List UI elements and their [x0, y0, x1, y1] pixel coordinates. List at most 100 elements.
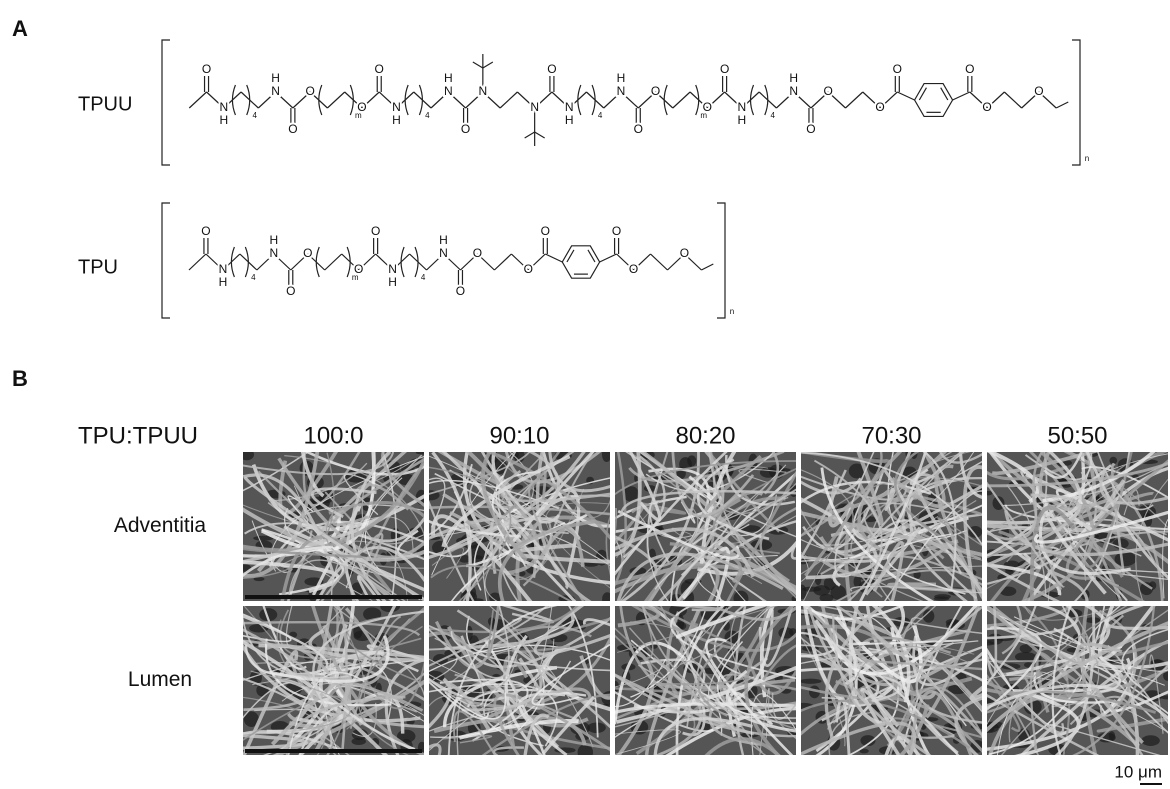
bond	[361, 91, 380, 109]
paren	[244, 246, 249, 278]
pore	[458, 554, 471, 563]
bond	[275, 91, 294, 109]
benzene	[913, 82, 954, 118]
fiber	[680, 523, 729, 577]
bond	[206, 91, 225, 109]
bond	[827, 91, 846, 109]
fiber	[834, 484, 982, 554]
fiber	[801, 475, 908, 501]
fiber	[429, 452, 531, 495]
fiber	[635, 606, 771, 755]
atom-label: O	[357, 100, 366, 114]
column-label: 100:0	[303, 422, 363, 449]
fiber	[250, 670, 351, 731]
fiber	[462, 527, 513, 601]
atom-label: H	[738, 113, 747, 127]
fiber	[328, 501, 424, 519]
fiber	[1162, 518, 1168, 599]
sem-image	[801, 606, 982, 755]
column-header: TPU:TPUU	[78, 422, 198, 449]
bond	[650, 253, 668, 271]
bond	[534, 91, 553, 109]
pore	[992, 496, 1005, 511]
fiber	[759, 507, 796, 582]
fiber	[989, 503, 1163, 578]
pore	[934, 594, 951, 599]
fiber	[937, 517, 982, 547]
bond	[667, 253, 685, 271]
structure-name: TPUU	[78, 93, 132, 115]
fiber	[860, 687, 901, 755]
bond	[655, 91, 674, 109]
fiber	[804, 503, 855, 577]
fiber	[713, 468, 796, 555]
fiber	[429, 743, 442, 755]
fiber	[646, 470, 669, 601]
fiber	[243, 614, 349, 679]
fiber	[497, 519, 595, 601]
bond	[358, 253, 377, 271]
fiber	[969, 685, 982, 701]
fiber	[429, 680, 490, 720]
bond	[776, 91, 795, 109]
bond	[897, 91, 915, 101]
pore	[999, 586, 1017, 597]
pore	[1019, 644, 1033, 653]
bond	[793, 91, 812, 109]
fiber	[630, 621, 690, 690]
fiber	[616, 552, 784, 601]
fiber	[631, 606, 796, 652]
bond	[292, 91, 311, 109]
bond	[205, 253, 224, 271]
fiber	[243, 613, 292, 643]
atom-label: O	[288, 122, 297, 136]
pore	[1140, 582, 1154, 596]
pore	[623, 486, 640, 502]
fiber	[628, 627, 767, 755]
atom-label: O	[375, 62, 384, 76]
bond	[307, 253, 326, 271]
fiber	[714, 544, 796, 593]
fiber	[681, 546, 730, 601]
fiber	[640, 658, 706, 731]
bond	[603, 91, 622, 109]
fiber	[987, 652, 1146, 703]
bond	[460, 253, 478, 271]
row-label: Adventitia	[114, 514, 207, 537]
fiber	[429, 631, 475, 658]
atom-label: O	[524, 262, 533, 276]
sem-image	[243, 606, 424, 755]
atom-label: O	[354, 262, 363, 276]
atom-label: O	[806, 122, 815, 136]
fiber	[615, 495, 687, 520]
fiber	[692, 479, 796, 515]
fiber	[987, 462, 1168, 488]
fiber	[987, 497, 1038, 541]
atom-label: N	[789, 84, 798, 98]
pore	[415, 452, 424, 455]
pore	[429, 670, 445, 683]
atom-label: N	[269, 246, 278, 260]
atom-label: H	[444, 71, 453, 85]
sem-image	[615, 606, 796, 755]
bond	[188, 253, 207, 271]
fiber	[831, 565, 982, 580]
fiber	[859, 452, 927, 601]
bond	[499, 91, 518, 109]
atom-label: N	[479, 84, 488, 98]
fiber	[738, 468, 787, 484]
fiber	[814, 619, 858, 669]
fiber	[750, 693, 796, 755]
atom-label: O	[612, 224, 621, 238]
fiber	[670, 606, 796, 680]
fiber	[442, 665, 558, 728]
sem-image	[801, 452, 982, 601]
atom-label: O	[286, 284, 295, 298]
bond	[918, 87, 927, 101]
bond	[633, 253, 651, 271]
fiber	[481, 693, 610, 755]
bond	[724, 91, 743, 109]
fiber	[381, 452, 424, 507]
